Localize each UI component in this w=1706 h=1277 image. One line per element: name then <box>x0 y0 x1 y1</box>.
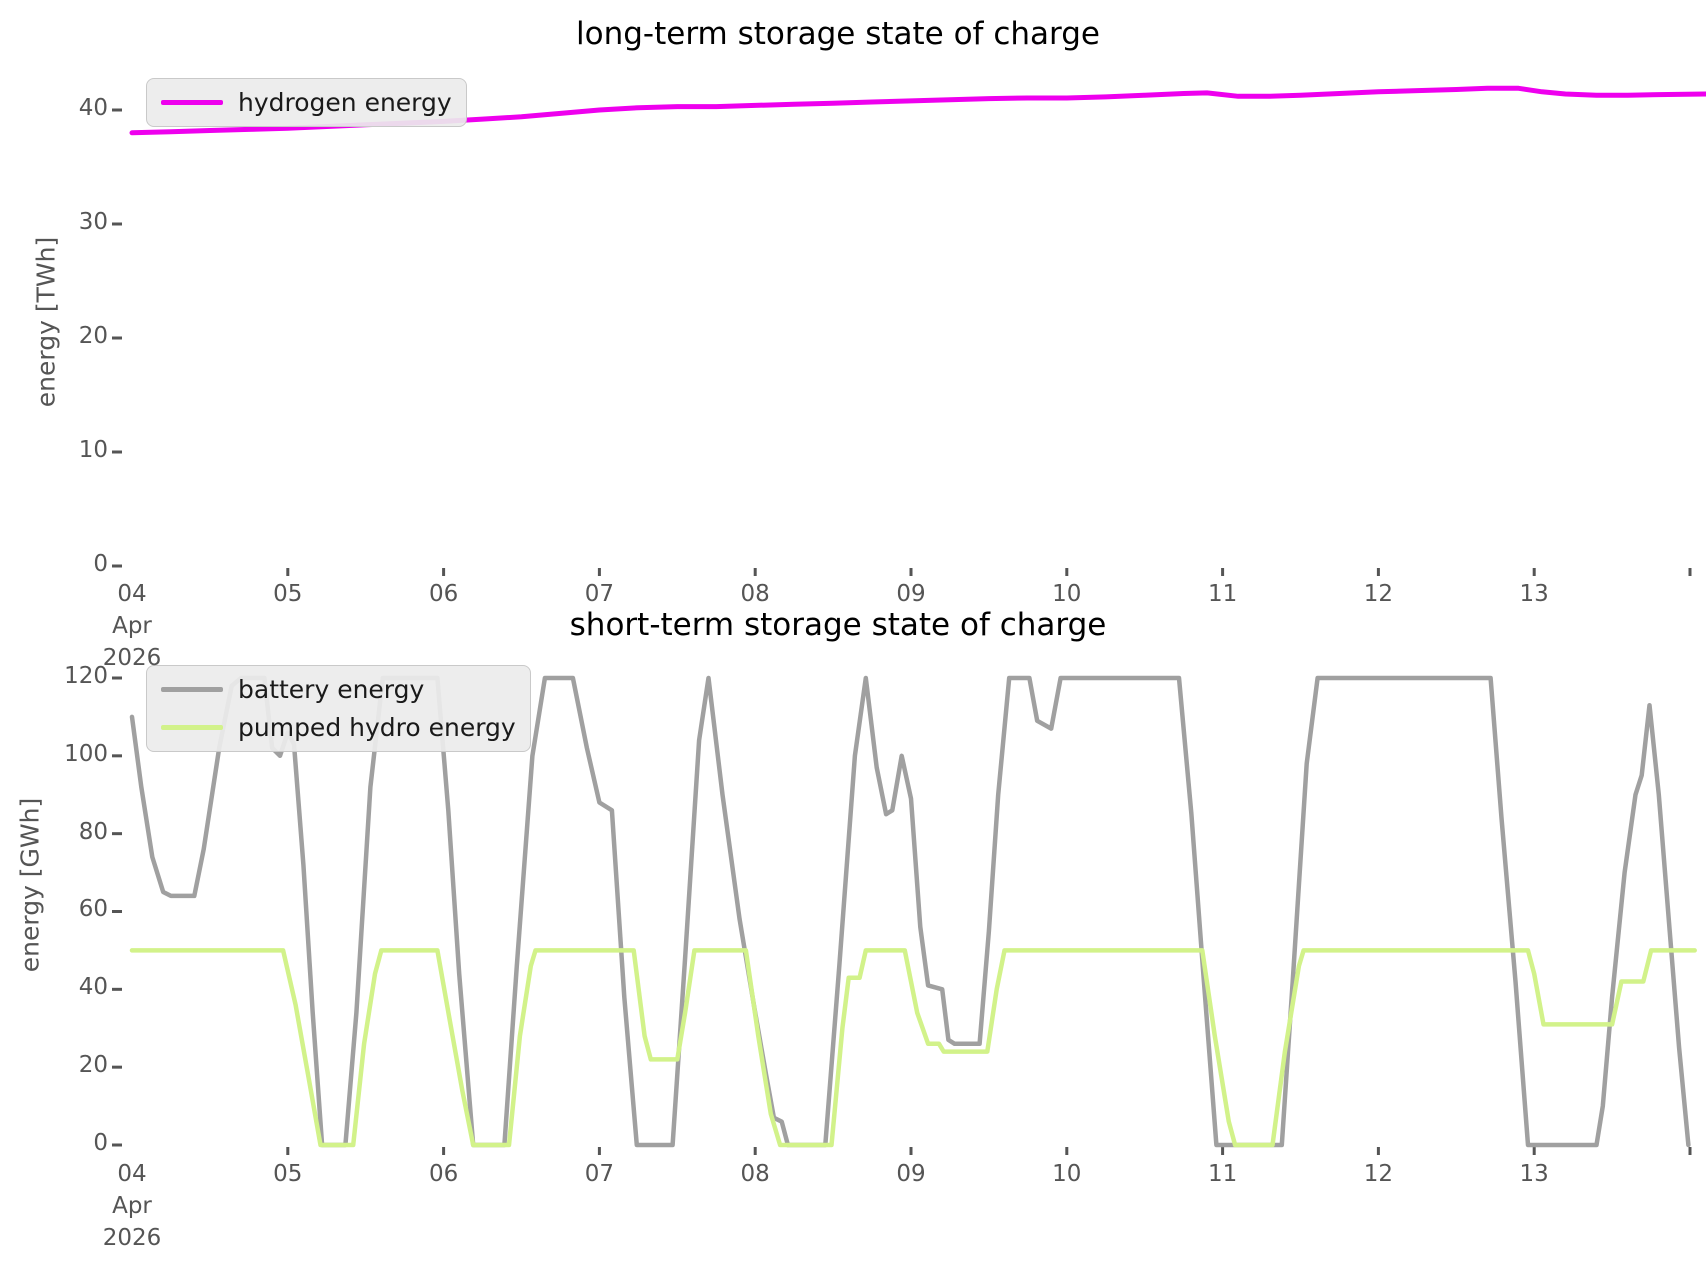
legend-swatch <box>161 687 223 692</box>
x-tick-date-label: 04 Apr 2026 <box>102 1161 162 1251</box>
x-tick-date-label: 04 Apr 2026 <box>102 581 162 671</box>
short-term-legend: battery energy pumped hydro energy <box>146 665 531 752</box>
x-tick-label: 13 <box>1519 1161 1549 1187</box>
battery-energy-line <box>129 675 1691 1148</box>
x-tick-label: 06 <box>428 581 459 607</box>
legend-entry: pumped hydro energy <box>161 713 516 742</box>
x-tick-label: 07 <box>584 1161 615 1187</box>
y-tick-label: 0 <box>93 1130 108 1156</box>
legend-label: battery energy <box>238 675 425 704</box>
y-tick-label: 0 <box>93 551 108 577</box>
x-tick-label: 05 <box>273 1161 303 1187</box>
y-tick-label: 20 <box>78 323 108 349</box>
x-tick-label: 10 <box>1052 1161 1082 1187</box>
short-term-chart-title: short-term storage state of charge <box>569 607 1107 643</box>
x-tick-label: 08 <box>740 581 770 607</box>
pumped-hydro-energy-line <box>129 948 1697 1148</box>
y-tick-label: 80 <box>78 818 108 845</box>
x-tick-label: 12 <box>1363 581 1394 607</box>
y-tick-label: 40 <box>78 95 108 121</box>
long-term-y-axis-label: energy [TWh] <box>31 236 61 408</box>
x-tick-label: 09 <box>896 1161 926 1187</box>
long-term-legend: hydrogen energy <box>146 78 467 127</box>
x-tick-label: 05 <box>273 581 303 607</box>
x-tick-label: 10 <box>1052 581 1082 607</box>
y-tick-label: 60 <box>78 896 108 923</box>
x-tick-label: 08 <box>740 1161 770 1187</box>
x-tick-label: 11 <box>1207 581 1238 607</box>
x-tick-label: 13 <box>1519 581 1549 607</box>
legend-swatch <box>161 725 223 730</box>
x-tick-label: 09 <box>896 581 926 607</box>
legend-swatch <box>161 100 223 105</box>
y-tick-label: 20 <box>78 1052 108 1079</box>
legend-label: hydrogen energy <box>238 88 452 117</box>
y-tick-label: 100 <box>64 740 108 767</box>
legend-entry: battery energy <box>161 675 516 704</box>
x-tick-label: 12 <box>1363 1161 1394 1187</box>
y-tick-label: 10 <box>78 437 108 463</box>
y-tick-label: 30 <box>78 209 108 235</box>
long-term-chart-title: long-term storage state of charge <box>576 16 1100 52</box>
legend-entry: hydrogen energy <box>161 88 452 117</box>
x-tick-label: 06 <box>428 1161 459 1187</box>
y-tick-label: 120 <box>64 662 108 689</box>
x-tick-label: 11 <box>1207 1161 1238 1187</box>
y-tick-label: 40 <box>78 974 108 1001</box>
x-tick-label: 07 <box>584 581 615 607</box>
legend-label: pumped hydro energy <box>238 713 516 742</box>
